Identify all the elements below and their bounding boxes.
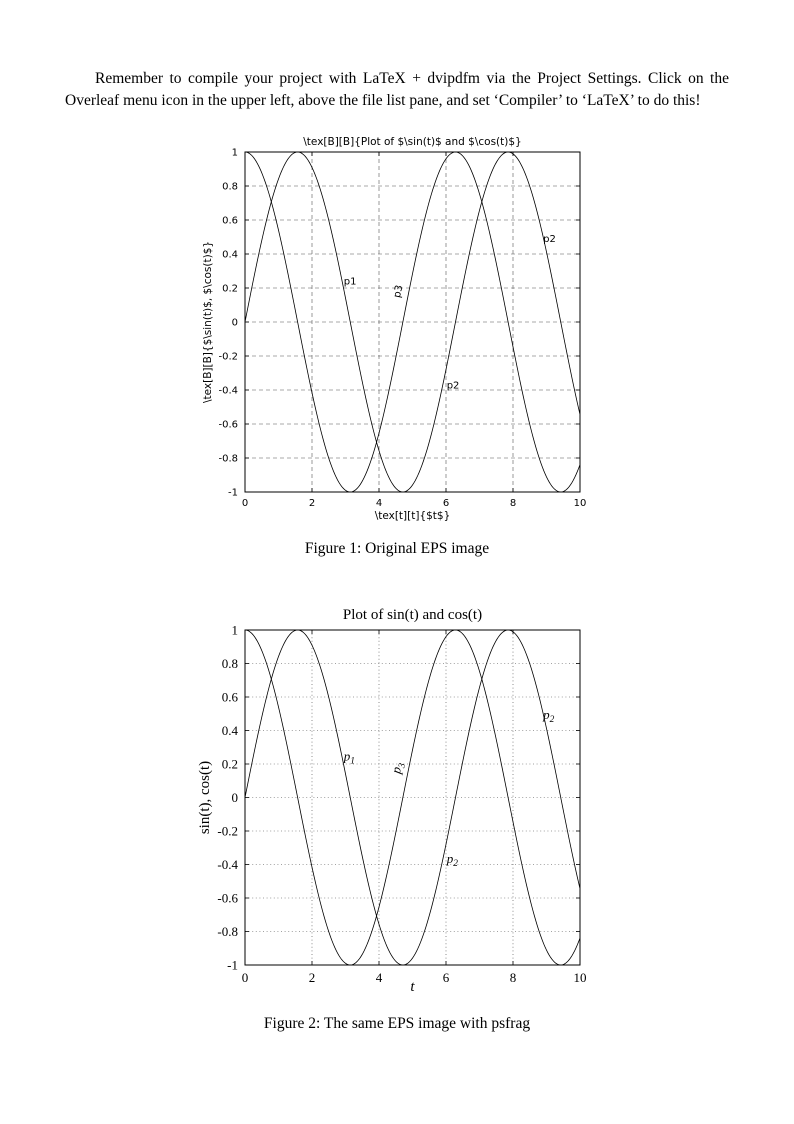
svg-text:-0.6: -0.6 bbox=[218, 420, 238, 431]
svg-text:0: 0 bbox=[242, 498, 248, 509]
svg-text:\tex[t][t]{$t$}: \tex[t][t]{$t$} bbox=[375, 510, 451, 522]
svg-text:-0.2: -0.2 bbox=[217, 824, 238, 839]
svg-text:p1: p1 bbox=[343, 749, 355, 767]
svg-text:p1: p1 bbox=[344, 277, 357, 288]
figure1-caption: Figure 1: Original EPS image bbox=[304, 540, 490, 557]
svg-text:1: 1 bbox=[232, 148, 238, 159]
svg-text:Plot of sin(t) and cos(t): Plot of sin(t) and cos(t) bbox=[343, 607, 482, 623]
svg-text:10: 10 bbox=[574, 970, 587, 985]
svg-text:-0.4: -0.4 bbox=[217, 857, 238, 872]
svg-text:6: 6 bbox=[443, 970, 450, 985]
svg-text:0.6: 0.6 bbox=[222, 216, 238, 227]
svg-text:0.2: 0.2 bbox=[222, 284, 238, 295]
svg-text:0: 0 bbox=[242, 970, 249, 985]
svg-text:\tex[B][B]{Plot of $\sin(t)$ a: \tex[B][B]{Plot of $\sin(t)$ and $\cos(t… bbox=[303, 136, 521, 148]
svg-text:8: 8 bbox=[510, 970, 517, 985]
svg-text:0.2: 0.2 bbox=[222, 757, 238, 772]
svg-text:-0.8: -0.8 bbox=[218, 454, 238, 465]
svg-text:p2: p2 bbox=[542, 707, 555, 725]
svg-text:0.8: 0.8 bbox=[222, 182, 238, 193]
svg-text:8: 8 bbox=[510, 498, 516, 509]
svg-text:0: 0 bbox=[232, 790, 239, 805]
figure1-plot: 0 2 4 6 8 10 1 0.8 0.6 0.4 0.2 0 -0.2 -0.4 -0.6 -0.8 -1 \… bbox=[202, 136, 587, 522]
svg-text:sin(t), cos(t): sin(t), cos(t) bbox=[197, 761, 213, 834]
svg-text:p2: p2 bbox=[543, 234, 556, 245]
svg-text:t: t bbox=[410, 979, 415, 995]
svg-text:-0.6: -0.6 bbox=[217, 891, 238, 906]
svg-text:0.6: 0.6 bbox=[222, 690, 239, 705]
svg-text:-0.4: -0.4 bbox=[218, 386, 238, 397]
svg-text:-0.8: -0.8 bbox=[217, 924, 238, 939]
svg-text:2: 2 bbox=[309, 970, 316, 985]
svg-text:0.4: 0.4 bbox=[222, 250, 238, 261]
svg-text:10: 10 bbox=[574, 498, 587, 509]
figure2-plot: 0 2 4 6 8 10 1 0.8 0.6 0.4 0.2 0 -0.2 -0.4 -0.6 -0.8 -1 P… bbox=[197, 607, 587, 995]
svg-text:\tex[B][B]{$\sin(t)$, $\cos(t): \tex[B][B]{$\sin(t)$, $\cos(t)$} bbox=[202, 241, 214, 403]
svg-text:1: 1 bbox=[232, 623, 239, 638]
svg-text:6: 6 bbox=[443, 498, 449, 509]
svg-text:0.4: 0.4 bbox=[222, 723, 239, 738]
svg-text:p3: p3 bbox=[392, 284, 405, 299]
intro-paragraph: Remember to compile your project with La… bbox=[65, 70, 729, 109]
svg-text:2: 2 bbox=[309, 498, 315, 509]
svg-text:0.8: 0.8 bbox=[222, 656, 238, 671]
figure2-caption: Figure 2: The same EPS image with psfrag bbox=[263, 1015, 531, 1032]
svg-text:-0.2: -0.2 bbox=[218, 352, 238, 363]
svg-text:0: 0 bbox=[232, 318, 238, 329]
svg-text:p2: p2 bbox=[447, 380, 460, 391]
svg-text:4: 4 bbox=[376, 498, 382, 509]
svg-text:4: 4 bbox=[376, 970, 383, 985]
svg-text:p2: p2 bbox=[446, 851, 459, 869]
svg-text:p3: p3 bbox=[388, 760, 408, 776]
svg-text:-1: -1 bbox=[228, 488, 238, 499]
svg-text:-1: -1 bbox=[227, 958, 238, 973]
